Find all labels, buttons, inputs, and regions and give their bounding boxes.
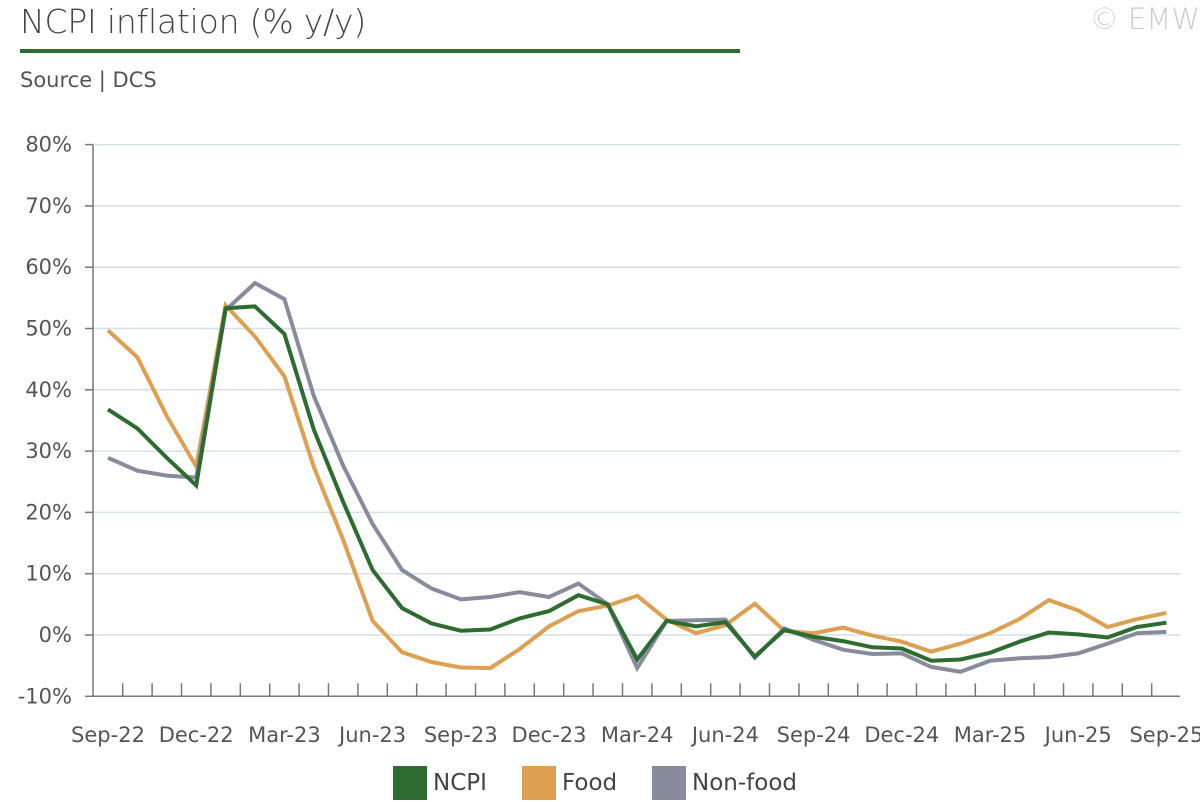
gridlines — [93, 143, 1180, 636]
series-line-non-food — [107, 280, 1167, 674]
title-underline — [20, 49, 740, 53]
legend-swatch — [393, 766, 427, 800]
x-axis-tick-labels: Sep-22 Dec-22 Mar-23 Jun-23 Sep-23 Dec-23 Mar-… — [71, 723, 1200, 747]
y-tick-label: 50% — [25, 317, 72, 341]
legend-label: NCPI — [433, 770, 487, 796]
source-label: Source | DCS — [20, 68, 157, 92]
legend-swatch — [522, 766, 556, 800]
y-tick-label: 10% — [25, 562, 72, 586]
legend-swatch — [652, 766, 686, 800]
x-tick-label: Jun-25 — [1043, 723, 1112, 747]
y-tick-label: 30% — [25, 439, 72, 463]
line-chart: -10% 0% 10% 20% 30% 40% 50% 60% 70% 80% Sep-22 Dec… — [18, 133, 1200, 747]
legend-label: Food — [562, 770, 618, 796]
x-tick-label: Dec-24 — [864, 723, 939, 747]
axes — [85, 143, 1180, 698]
x-tick-label: Dec-23 — [512, 723, 587, 747]
y-tick-label: 20% — [25, 500, 72, 524]
x-tick-label: Sep-25 — [1129, 723, 1200, 747]
chart-title: NCPI inflation (% y/y) — [20, 2, 367, 41]
y-tick-label: 0% — [39, 623, 72, 647]
y-tick-label: 80% — [25, 133, 72, 157]
legend: NCPI Food Non-food — [0, 762, 1200, 802]
x-tick-label: Dec-22 — [159, 723, 234, 747]
y-tick-label: 40% — [25, 378, 72, 402]
y-tick-label: 60% — [25, 255, 72, 279]
x-tick-label: Jun-23 — [337, 723, 406, 747]
y-tick-label: 70% — [25, 194, 72, 218]
series-line-ncpi — [106, 304, 1167, 664]
x-tick-label: Mar-24 — [601, 723, 674, 747]
series-lines — [106, 280, 1167, 674]
x-tick-label: Mar-23 — [248, 723, 321, 747]
copyright-watermark: © EMW — [1089, 2, 1200, 36]
legend-label: Non-food — [692, 770, 797, 796]
x-tick-label: Sep-22 — [71, 723, 145, 747]
y-tick-label: -10% — [18, 684, 72, 708]
x-tick-label: Sep-24 — [777, 723, 851, 747]
x-tick-label: Sep-23 — [424, 723, 498, 747]
x-tick-label: Jun-24 — [690, 723, 759, 747]
y-axis-tick-labels: -10% 0% 10% 20% 30% 40% 50% 60% 70% 80% — [18, 133, 72, 709]
series-line-food — [106, 300, 1167, 671]
x-tick-label: Mar-25 — [954, 723, 1027, 747]
